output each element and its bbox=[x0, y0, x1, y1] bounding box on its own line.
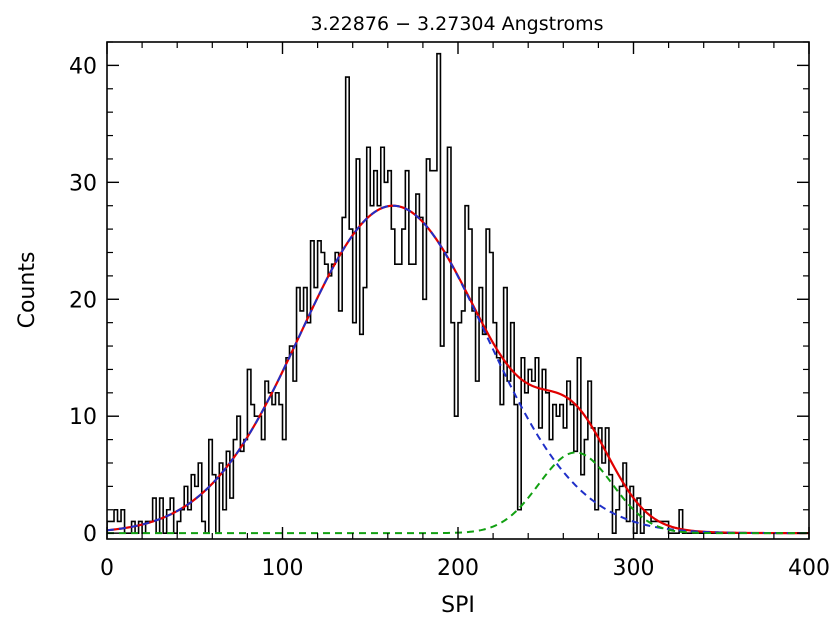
y-tick-label: 20 bbox=[69, 288, 97, 313]
axis-ticks bbox=[106, 41, 810, 539]
x-tick-label: 200 bbox=[437, 556, 479, 581]
y-tick-label: 0 bbox=[83, 522, 97, 547]
y-tick-label: 10 bbox=[69, 405, 97, 430]
x-tick-label: 400 bbox=[788, 556, 830, 581]
x-axis-label: SPI bbox=[441, 593, 475, 618]
y-tick-label: 30 bbox=[69, 171, 97, 196]
x-tick-label: 0 bbox=[100, 556, 114, 581]
x-tick-label: 300 bbox=[613, 556, 655, 581]
histogram-line bbox=[107, 52, 809, 534]
y-axis-label: Counts bbox=[15, 252, 40, 329]
chart-title: 3.22876 − 3.27304 Angstroms bbox=[310, 13, 603, 35]
y-tick-label: 40 bbox=[69, 54, 97, 79]
x-axis-tick-labels: 0 100 200 300 400 bbox=[100, 556, 830, 581]
y-axis-tick-labels: 0 10 20 30 40 bbox=[69, 54, 97, 547]
plot-area bbox=[107, 52, 809, 535]
series-gauss1-line bbox=[107, 204, 809, 535]
x-tick-label: 100 bbox=[262, 556, 304, 581]
